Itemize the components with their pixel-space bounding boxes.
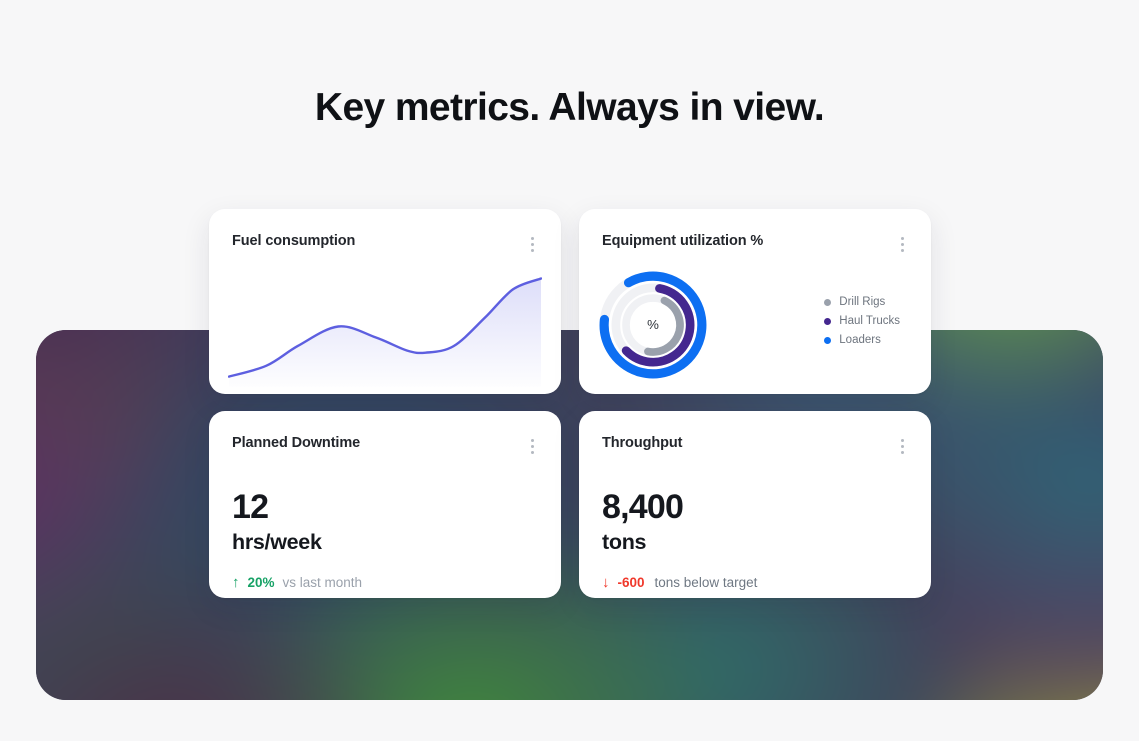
legend-item-drill-rigs: Drill Rigs: [824, 296, 900, 308]
legend-label: Drill Rigs: [839, 296, 886, 308]
kebab-menu-icon[interactable]: [527, 234, 538, 255]
card-header: Planned Downtime: [232, 435, 538, 457]
ring-loaders: [599, 271, 707, 379]
card-throughput: Throughput 8,400 tons ↓ -600 tons below …: [579, 411, 931, 598]
delta-label: vs last month: [282, 574, 363, 590]
legend-item-loaders: Loaders: [824, 334, 900, 346]
legend-label: Loaders: [839, 334, 881, 346]
area-fill: [229, 278, 541, 387]
kpi-value: 8,400: [602, 488, 684, 526]
legend-dot-icon: [824, 298, 832, 306]
legend-item-haul-trucks: Haul Trucks: [824, 315, 900, 327]
trend-down-icon: ↓: [602, 573, 610, 591]
card-planned-downtime: Planned Downtime 12 hrs/week ↑ 20% vs la…: [209, 411, 561, 598]
card-header: Equipment utilization %: [602, 233, 908, 255]
card-title: Fuel consumption: [232, 233, 356, 249]
kpi-unit: hrs/week: [232, 530, 322, 554]
utilization-radial-chart: %: [599, 271, 707, 379]
chart-legend: Drill Rigs Haul Trucks Loaders: [824, 296, 900, 346]
delta-value: -600: [617, 574, 645, 590]
ring-haul-trucks: [611, 283, 695, 367]
kpi-unit: tons: [602, 530, 647, 554]
kpi-value: 12: [232, 488, 269, 526]
kebab-menu-icon[interactable]: [897, 234, 908, 255]
kpi-delta: ↑ 20% vs last month: [232, 575, 538, 590]
kpi-delta: ↓ -600 tons below target: [602, 575, 908, 590]
card-title: Throughput: [602, 435, 683, 451]
kebab-menu-icon[interactable]: [897, 436, 908, 457]
donut-center-label: %: [647, 317, 659, 332]
line-series: [228, 277, 542, 378]
card-header: Fuel consumption: [232, 233, 538, 255]
legend-dot-icon: [824, 336, 832, 344]
ring-drill-rigs: [622, 294, 684, 356]
card-equipment-utilization: Equipment utilization % % Drill Rigs: [579, 209, 931, 394]
fuel-line-chart: [228, 277, 542, 387]
trend-up-icon: ↑: [232, 573, 240, 591]
card-fuel-consumption: Fuel consumption: [209, 209, 561, 394]
card-header: Throughput: [602, 435, 908, 457]
section-title: Key metrics. Always in view.: [314, 86, 825, 129]
delta-label: tons below target: [654, 574, 758, 590]
metrics-grid: Fuel consumption Equipment utilization %: [209, 209, 931, 598]
card-title: Equipment utilization %: [602, 233, 764, 249]
kebab-menu-icon[interactable]: [527, 436, 538, 457]
delta-value: 20%: [247, 574, 275, 590]
legend-dot-icon: [824, 317, 832, 325]
card-title: Planned Downtime: [232, 435, 361, 451]
legend-label: Haul Trucks: [839, 315, 900, 327]
